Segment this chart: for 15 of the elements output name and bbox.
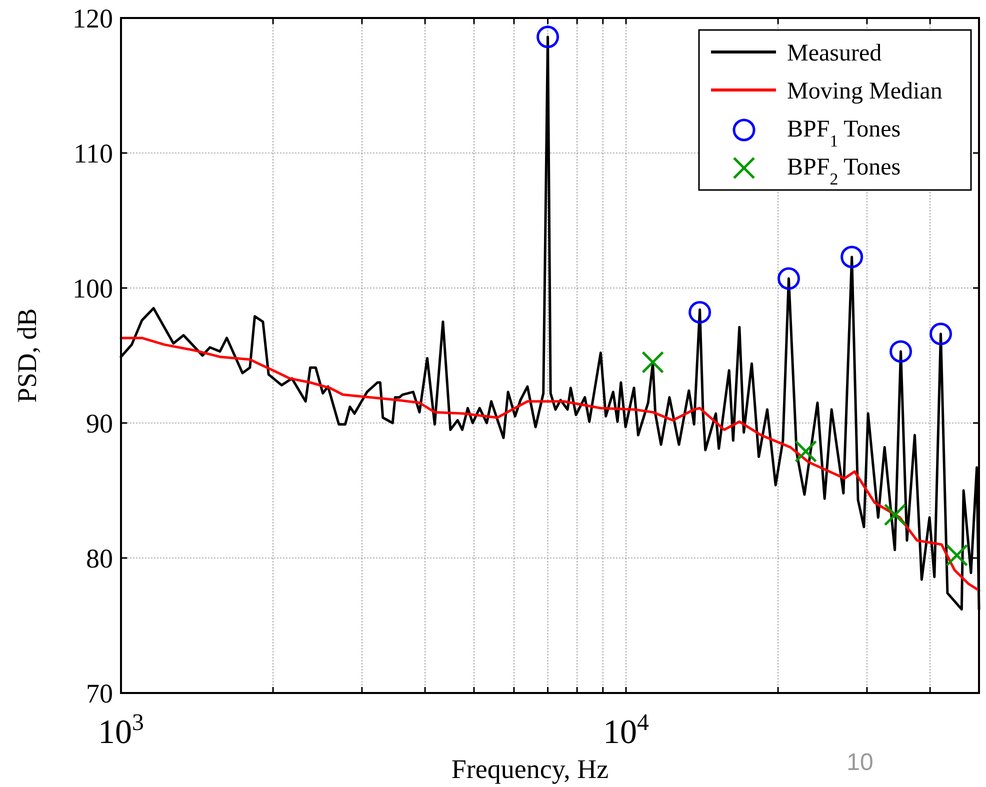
- y-tick-label: 100: [72, 273, 113, 304]
- legend-label: Measured: [787, 40, 882, 66]
- x-tick-label: 10$^{3}$: [98, 710, 144, 751]
- y-tick-label: 120: [72, 3, 113, 34]
- legend-label: BPF$_{2}$ Tones: [787, 154, 901, 188]
- y-tick-label: 80: [86, 543, 113, 574]
- legend-label: Moving Median: [787, 78, 942, 104]
- y-tick-label: 70: [86, 678, 113, 708]
- text: 10: [846, 749, 874, 776]
- y-tick-label: 110: [74, 138, 113, 168]
- y-tick-label: 90: [86, 408, 113, 438]
- x-axis-title: Frequency, Hz: [451, 754, 609, 784]
- legend-label: BPF$_{1}$ Tones: [787, 116, 901, 150]
- y-axis-title: PSD, dB: [12, 308, 42, 403]
- x-tick-label: 10$^{4}$: [603, 710, 650, 751]
